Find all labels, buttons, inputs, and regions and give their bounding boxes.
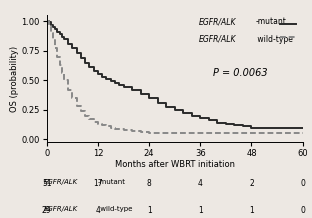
Text: EGFR/ALK: EGFR/ALK <box>199 17 236 26</box>
Text: -mutant: -mutant <box>255 17 286 26</box>
Text: 4: 4 <box>95 206 100 215</box>
Text: 1: 1 <box>147 206 152 215</box>
Text: P = 0.0063: P = 0.0063 <box>213 68 268 78</box>
Text: wild-type: wild-type <box>255 35 293 44</box>
Text: 8: 8 <box>147 179 152 187</box>
X-axis label: Months after WBRT initiation: Months after WBRT initiation <box>115 160 235 169</box>
Y-axis label: OS (probability): OS (probability) <box>10 45 19 112</box>
Text: 29: 29 <box>42 206 51 215</box>
Text: -mutant: -mutant <box>98 179 126 185</box>
Text: wild-type: wild-type <box>98 206 132 212</box>
Text: 51: 51 <box>42 179 51 187</box>
Text: 0: 0 <box>300 179 305 187</box>
Text: 0: 0 <box>300 206 305 215</box>
Text: EGFR/ALK: EGFR/ALK <box>44 179 79 185</box>
Text: 2: 2 <box>249 179 254 187</box>
Text: 4: 4 <box>198 179 203 187</box>
Text: EGFR/ALK: EGFR/ALK <box>199 35 236 44</box>
Text: 17: 17 <box>93 179 103 187</box>
Legend: , : , <box>280 19 299 43</box>
Text: 1: 1 <box>198 206 203 215</box>
Text: 1: 1 <box>249 206 254 215</box>
Text: EGFR/ALK: EGFR/ALK <box>44 206 79 212</box>
